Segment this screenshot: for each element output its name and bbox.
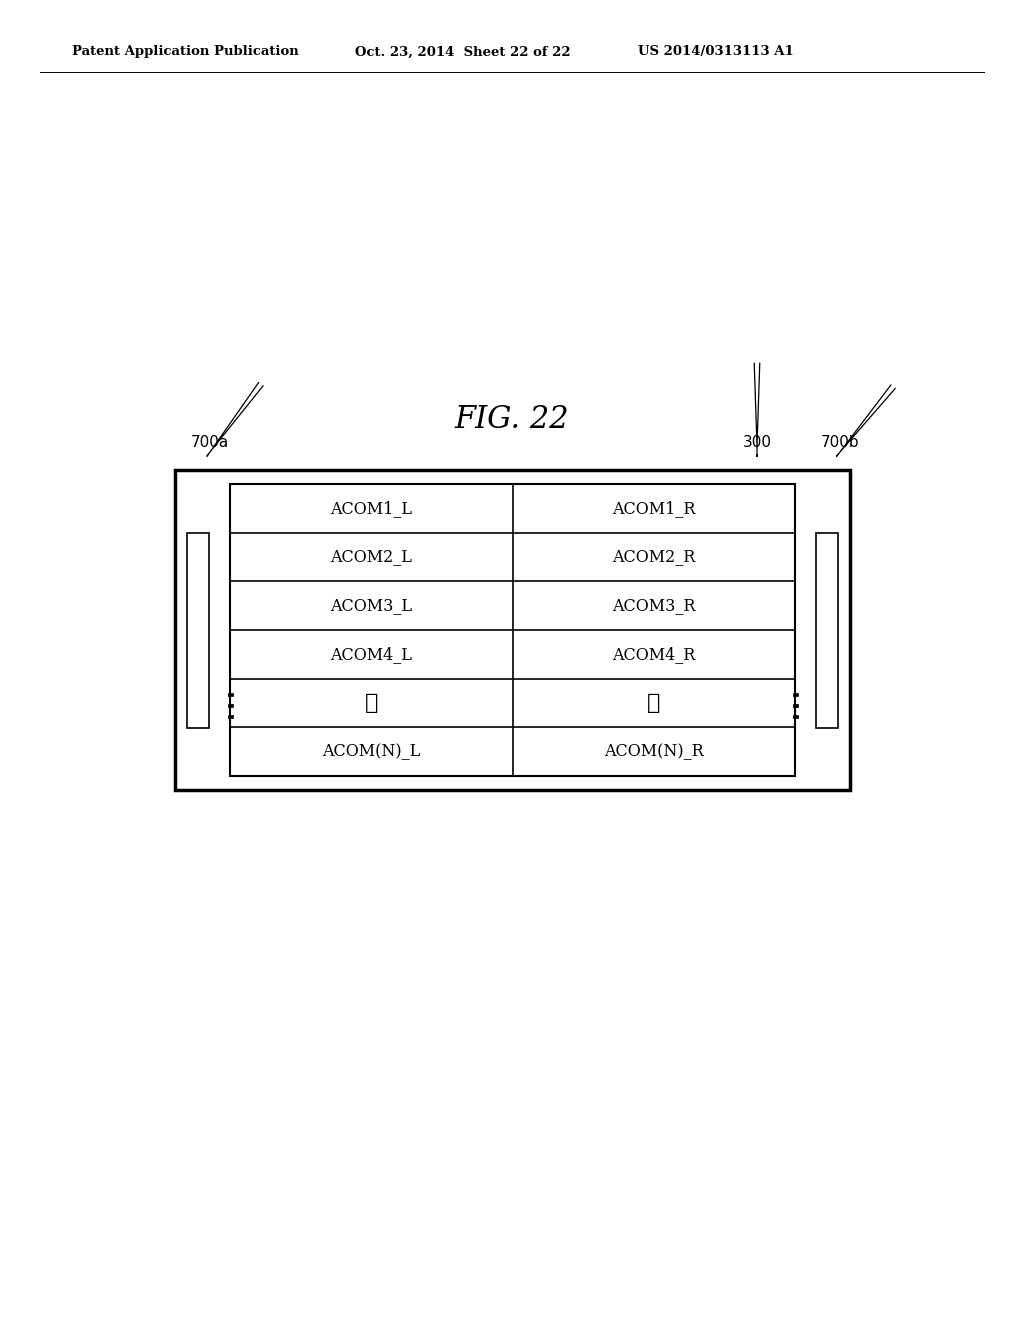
Text: ACOM1_R: ACOM1_R bbox=[612, 500, 695, 517]
Text: Oct. 23, 2014  Sheet 22 of 22: Oct. 23, 2014 Sheet 22 of 22 bbox=[355, 45, 570, 58]
Text: US 2014/0313113 A1: US 2014/0313113 A1 bbox=[638, 45, 794, 58]
Bar bbox=[187, 532, 209, 727]
Bar bbox=[230, 484, 795, 776]
Bar bbox=[793, 693, 798, 696]
Bar bbox=[227, 704, 232, 708]
Text: ACOM3_R: ACOM3_R bbox=[612, 597, 695, 614]
Text: 700b: 700b bbox=[820, 436, 859, 450]
Bar bbox=[175, 470, 850, 789]
Text: ACOM1_L: ACOM1_L bbox=[331, 500, 413, 517]
Bar bbox=[793, 714, 798, 718]
Text: ACOM2_R: ACOM2_R bbox=[612, 549, 695, 565]
Text: ACOM3_L: ACOM3_L bbox=[331, 597, 413, 614]
Text: ⋮: ⋮ bbox=[365, 692, 378, 714]
Text: Patent Application Publication: Patent Application Publication bbox=[72, 45, 299, 58]
Text: ACOM2_L: ACOM2_L bbox=[331, 549, 413, 565]
Bar bbox=[227, 714, 232, 718]
Text: 300: 300 bbox=[742, 436, 771, 450]
Text: ACOM4_L: ACOM4_L bbox=[331, 645, 413, 663]
Bar bbox=[793, 704, 798, 708]
Text: ⋮: ⋮ bbox=[647, 692, 660, 714]
Text: FIG. 22: FIG. 22 bbox=[455, 404, 569, 436]
Text: 700a: 700a bbox=[190, 436, 229, 450]
Bar bbox=[227, 693, 232, 696]
Text: ACOM4_R: ACOM4_R bbox=[612, 645, 695, 663]
Text: ACOM(N)_L: ACOM(N)_L bbox=[323, 743, 421, 760]
Bar bbox=[816, 532, 838, 727]
Text: ACOM(N)_R: ACOM(N)_R bbox=[604, 743, 703, 760]
